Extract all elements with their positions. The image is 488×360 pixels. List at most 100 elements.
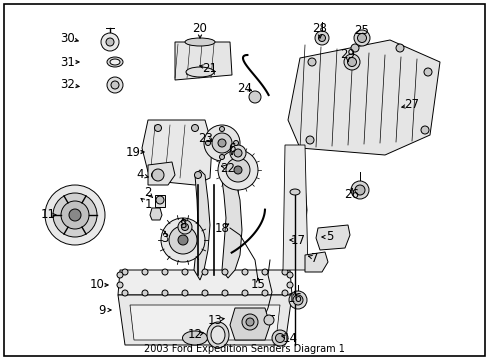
Circle shape [219, 126, 224, 131]
Circle shape [151, 171, 158, 179]
Text: 29: 29 [340, 49, 355, 62]
Text: 5: 5 [325, 230, 333, 243]
Circle shape [218, 139, 225, 147]
Circle shape [161, 218, 204, 262]
Circle shape [218, 150, 258, 190]
Circle shape [353, 30, 369, 46]
Text: 23: 23 [198, 131, 213, 144]
Circle shape [45, 185, 105, 245]
Circle shape [202, 290, 207, 296]
Text: 21: 21 [202, 62, 217, 75]
Circle shape [242, 314, 258, 330]
Polygon shape [130, 305, 280, 340]
Polygon shape [229, 308, 269, 340]
Text: 26: 26 [344, 189, 359, 202]
Text: 4: 4 [136, 168, 143, 181]
Circle shape [202, 269, 207, 275]
Circle shape [194, 171, 201, 179]
Circle shape [203, 125, 240, 161]
Polygon shape [315, 225, 349, 250]
Circle shape [395, 44, 403, 52]
Circle shape [314, 31, 328, 45]
Circle shape [156, 196, 163, 204]
Circle shape [107, 77, 123, 93]
Circle shape [117, 282, 123, 288]
Ellipse shape [289, 189, 299, 195]
Text: 3: 3 [161, 231, 168, 244]
Text: 15: 15 [250, 279, 265, 292]
Polygon shape [222, 178, 242, 278]
Circle shape [305, 136, 313, 144]
Circle shape [178, 235, 187, 245]
Text: 20: 20 [192, 22, 207, 35]
Polygon shape [194, 170, 209, 280]
Circle shape [205, 140, 210, 145]
Circle shape [264, 315, 273, 325]
Circle shape [162, 290, 168, 296]
Circle shape [181, 224, 188, 230]
Text: 25: 25 [354, 23, 368, 36]
Text: 1: 1 [144, 198, 151, 211]
Circle shape [142, 269, 148, 275]
Polygon shape [150, 208, 162, 220]
Text: 27: 27 [404, 99, 419, 112]
Ellipse shape [184, 38, 215, 46]
Text: 24: 24 [237, 81, 252, 94]
Circle shape [350, 44, 358, 52]
Polygon shape [287, 40, 439, 155]
Ellipse shape [206, 322, 228, 348]
Circle shape [111, 81, 119, 89]
Text: 13: 13 [207, 314, 222, 327]
Circle shape [222, 290, 227, 296]
Circle shape [282, 269, 287, 275]
Circle shape [262, 290, 267, 296]
Ellipse shape [210, 326, 224, 344]
Circle shape [154, 125, 161, 131]
Circle shape [245, 318, 253, 326]
Circle shape [61, 201, 89, 229]
Circle shape [282, 290, 287, 296]
Circle shape [248, 91, 261, 103]
Circle shape [229, 145, 245, 161]
Circle shape [286, 282, 292, 288]
Text: 11: 11 [41, 208, 55, 221]
Circle shape [234, 149, 242, 157]
Polygon shape [118, 295, 291, 345]
Circle shape [182, 290, 187, 296]
Circle shape [122, 290, 128, 296]
Circle shape [117, 272, 123, 278]
Circle shape [122, 269, 128, 275]
Polygon shape [283, 145, 307, 270]
Text: 17: 17 [290, 234, 305, 247]
Circle shape [354, 185, 364, 195]
Text: 7: 7 [311, 252, 318, 265]
Circle shape [162, 269, 168, 275]
Polygon shape [142, 120, 212, 185]
Circle shape [343, 54, 359, 70]
Text: 16: 16 [287, 292, 302, 305]
Circle shape [318, 35, 325, 41]
Polygon shape [175, 42, 231, 80]
Circle shape [242, 290, 247, 296]
Circle shape [350, 181, 368, 199]
Text: 6: 6 [228, 141, 235, 154]
Circle shape [191, 125, 198, 131]
Circle shape [357, 33, 366, 42]
Circle shape [101, 33, 119, 51]
Text: 14: 14 [282, 332, 297, 345]
Circle shape [182, 269, 187, 275]
Circle shape [286, 272, 292, 278]
Text: 31: 31 [61, 55, 75, 68]
Text: 8: 8 [179, 219, 186, 231]
Text: 28: 28 [312, 22, 327, 35]
Circle shape [53, 193, 97, 237]
Text: 9: 9 [98, 303, 105, 316]
Polygon shape [148, 162, 175, 185]
Ellipse shape [185, 67, 214, 77]
Ellipse shape [107, 57, 123, 67]
Circle shape [178, 220, 192, 234]
Text: 32: 32 [61, 78, 75, 91]
Text: 30: 30 [61, 31, 75, 45]
Text: 2003 Ford Expedition Senders Diagram 1: 2003 Ford Expedition Senders Diagram 1 [144, 344, 344, 354]
Text: 19: 19 [125, 145, 140, 158]
